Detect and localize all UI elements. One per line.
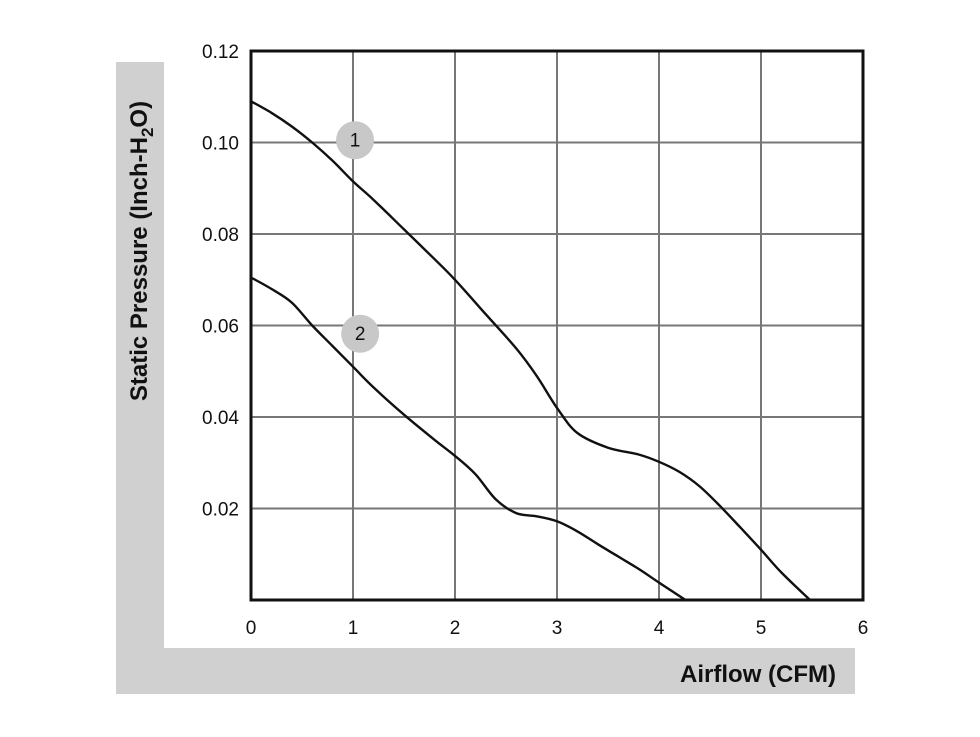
x-axis-title-band xyxy=(116,648,855,694)
series-markers: 12 xyxy=(336,121,380,353)
x-tick-label-5: 5 xyxy=(756,618,767,639)
x-tick-label-2: 2 xyxy=(450,618,461,639)
x-tick-label-0: 0 xyxy=(246,618,257,639)
x-tick-label-1: 1 xyxy=(348,618,359,639)
curves xyxy=(249,100,812,602)
x-axis-title: Airflow (CFM) xyxy=(680,661,836,688)
series-marker-label-1: 1 xyxy=(350,131,361,152)
x-tick-labels: 0 1 2 3 4 5 6 xyxy=(246,618,869,639)
y-tick-label-0: 0.02 xyxy=(202,500,239,521)
series-marker-label-2: 2 xyxy=(355,324,366,345)
series-marker-1 xyxy=(336,121,375,160)
plot-frame xyxy=(249,49,865,602)
x-tick-label-4: 4 xyxy=(654,618,665,639)
y-axis-title-prefix: Static Pressure (Inch-H xyxy=(126,137,153,401)
y-axis-title-band xyxy=(116,62,164,694)
y-axis-title-subscript: 2 xyxy=(138,128,157,137)
x-tick-label-6: 6 xyxy=(858,618,869,639)
y-axis-title: Static Pressure (Inch-H2O) xyxy=(126,101,157,401)
series-line-1 xyxy=(249,100,812,602)
series-marker-2 xyxy=(341,314,380,353)
x-tick-label-3: 3 xyxy=(552,618,563,639)
y-tick-label-1: 0.04 xyxy=(202,408,239,429)
y-tick-label-3: 0.08 xyxy=(202,225,239,246)
series-line-2 xyxy=(249,276,687,602)
y-tick-label-2: 0.06 xyxy=(202,317,239,338)
y-axis-title-suffix: O) xyxy=(126,101,153,128)
y-tick-label-4: 0.10 xyxy=(202,134,239,155)
y-tick-labels: 0.02 0.04 0.06 0.08 0.10 0.12 xyxy=(202,42,239,521)
y-tick-label-5: 0.12 xyxy=(202,42,239,63)
